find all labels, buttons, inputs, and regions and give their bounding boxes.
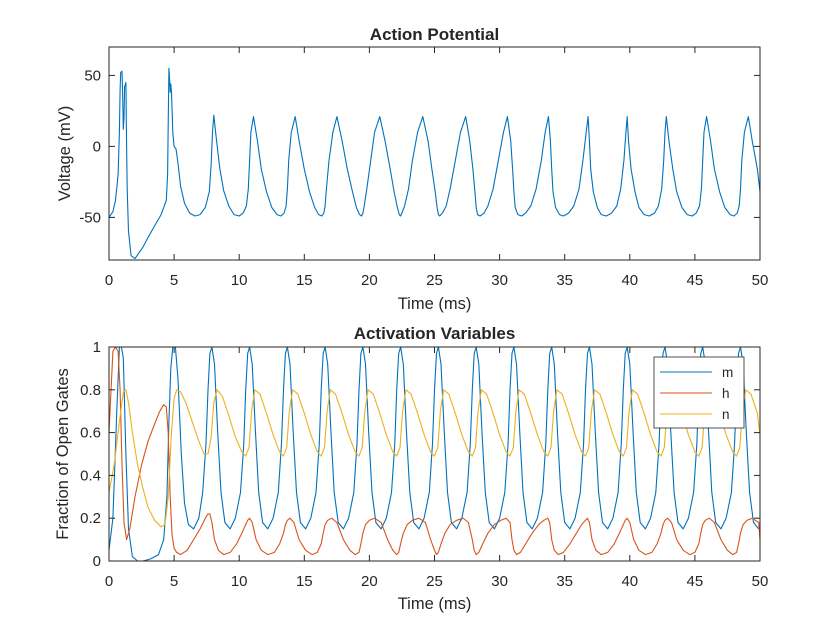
y-tick-label: 0 (93, 138, 101, 155)
x-tick-label: 45 (687, 573, 704, 590)
x-tick-label: 20 (361, 573, 378, 590)
x-tick-label: 25 (426, 573, 443, 590)
y-tick-label: -50 (79, 209, 101, 226)
series-line-m (108, 67, 761, 260)
x-tick-label: 20 (361, 272, 378, 289)
x-tick-label: 30 (491, 573, 508, 590)
y-tick-label: 50 (84, 67, 101, 84)
x-tick-label: 50 (752, 573, 769, 590)
series-line-m (108, 346, 760, 562)
x-axis-label: Time (ms) (398, 295, 472, 313)
axis-ticks: 0 5 10 15 20 25 30 35 40 45 50 0 0.2 0.4 0.6 0.8 1 (80, 339, 768, 590)
legend-label-n: n (722, 407, 730, 422)
x-tick-label: 30 (491, 272, 508, 289)
legend-label-m: m (722, 365, 733, 380)
y-tick-label: 1 (93, 339, 101, 356)
axes-box (108, 346, 761, 562)
y-tick-label: 0.4 (80, 467, 101, 484)
series-group (108, 346, 761, 562)
x-tick-label: 45 (687, 272, 704, 289)
x-tick-label: 40 (621, 573, 638, 590)
y-tick-label: 0 (93, 553, 101, 570)
x-tick-label: 50 (752, 272, 769, 289)
chart-title: Action Potential (370, 25, 499, 44)
legend: m h n (653, 356, 745, 429)
series-group (108, 67, 761, 260)
y-tick-label: 0.6 (80, 425, 101, 442)
x-tick-label: 35 (556, 573, 573, 590)
x-tick-label: 35 (556, 272, 573, 289)
plot-area (109, 47, 760, 260)
series-line-n (108, 389, 761, 528)
x-axis-label: Time (ms) (398, 595, 472, 613)
y-tick-label: 0.8 (80, 382, 101, 399)
x-tick-label: 25 (426, 272, 443, 289)
y-axis-label: Voltage (mV) (56, 106, 74, 201)
x-tick-label: 5 (170, 272, 178, 289)
activation-variables-axes: Activation Variables Time (ms) Fraction … (54, 324, 768, 613)
x-tick-label: 15 (296, 272, 313, 289)
x-tick-label: 5 (170, 573, 178, 590)
x-tick-label: 10 (231, 573, 248, 590)
x-tick-label: 15 (296, 573, 313, 590)
x-tick-label: 10 (231, 272, 248, 289)
x-tick-label: 40 (621, 272, 638, 289)
x-tick-label: 0 (105, 573, 113, 590)
legend-label-h: h (722, 386, 730, 401)
y-tick-label: 0.2 (80, 510, 101, 527)
action-potential-axes: Action Potential Time (ms) Voltage (mV) … (56, 25, 768, 313)
series-line-h (108, 346, 761, 556)
x-tick-label: 0 (105, 272, 113, 289)
y-axis-label: Fraction of Open Gates (54, 368, 72, 540)
chart-title: Activation Variables (354, 324, 516, 343)
axes-box (108, 46, 761, 261)
